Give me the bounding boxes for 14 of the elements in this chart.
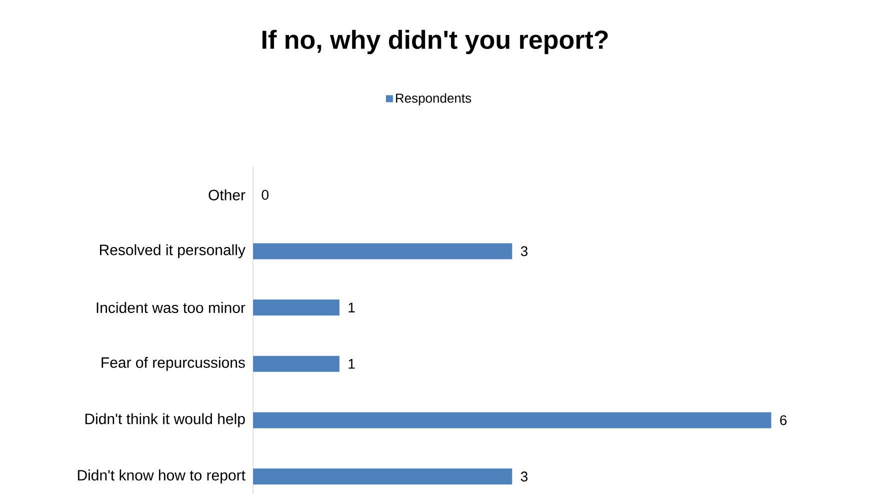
legend-label: Respondents xyxy=(396,93,472,106)
data-label: 1 xyxy=(348,302,355,312)
chart-title: If no, why didn't you report? xyxy=(262,30,608,54)
data-label: 3 xyxy=(520,472,528,482)
y-tick-label: Didn't think it would help xyxy=(85,413,245,428)
y-tick-label: Resolved it personally xyxy=(100,244,246,258)
data-label: 6 xyxy=(780,415,787,426)
y-tick-label: Other xyxy=(208,189,246,200)
data-label: 1 xyxy=(348,359,355,369)
y-tick-label: Didn't know how to report xyxy=(78,470,246,484)
data-label: 0 xyxy=(262,190,268,200)
y-tick-label: Incident was too minor xyxy=(96,302,246,314)
y-tick-label: Fear of repurcussions xyxy=(102,356,245,371)
data-label: 3 xyxy=(520,246,528,256)
